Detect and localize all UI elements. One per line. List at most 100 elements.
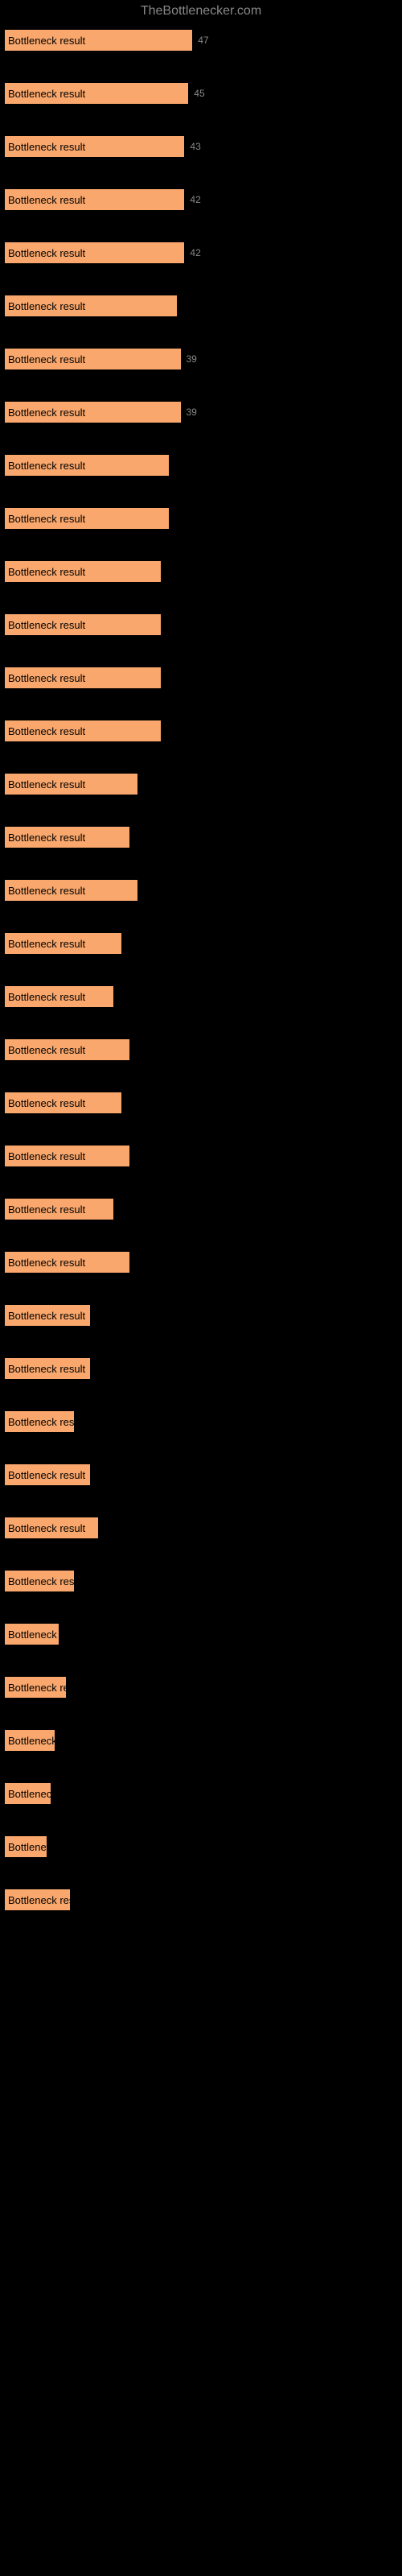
- bar-row: Bottleneck result: [4, 826, 398, 848]
- bar[interactable]: Bottleneck result: [4, 1517, 99, 1539]
- bar-text: Bottleneck result: [8, 1788, 51, 1800]
- bar-text: Bottleneck result: [8, 1363, 85, 1375]
- bar-row: Bottleneck result: [4, 720, 398, 742]
- bar-row: Bottleneck result: [4, 1729, 398, 1752]
- bar[interactable]: Bottleneck result: [4, 188, 185, 211]
- bar[interactable]: Bottleneck result: [4, 1623, 59, 1645]
- bar-text: Bottleneck result: [8, 619, 85, 631]
- bar-text: Bottleneck result: [8, 1310, 85, 1322]
- bar[interactable]: Bottleneck result: [4, 1304, 91, 1327]
- bar-text: Bottleneck result: [8, 1044, 85, 1056]
- page-header: TheBottlenecker.com: [0, 0, 402, 27]
- bar-text: Bottleneck result: [8, 1150, 85, 1162]
- bar-text: Bottleneck result: [8, 672, 85, 684]
- bar-row: Bottleneck result: [4, 1092, 398, 1114]
- bar[interactable]: Bottleneck result: [4, 1835, 47, 1858]
- bar-value: 45: [194, 88, 204, 99]
- bar[interactable]: Bottleneck result: [4, 613, 162, 636]
- bar[interactable]: Bottleneck result: [4, 1729, 55, 1752]
- bar-row: Bottleneck result: [4, 985, 398, 1008]
- bar-row: Bottleneck result: [4, 1623, 398, 1645]
- bar[interactable]: Bottleneck result: [4, 879, 138, 902]
- bar[interactable]: Bottleneck result: [4, 454, 170, 477]
- bar-chart: Bottleneck result47Bottleneck result45Bo…: [0, 29, 402, 1958]
- bar[interactable]: Bottleneck result: [4, 1889, 71, 1911]
- bar-wrapper: Bottleneck result: [4, 1304, 398, 1327]
- bar-wrapper: Bottleneck result: [4, 507, 398, 530]
- bar-wrapper: Bottleneck result: [4, 1198, 398, 1220]
- bar-wrapper: Bottleneck result: [4, 1835, 398, 1858]
- bar-text: Bottleneck result: [8, 938, 85, 950]
- bar-text: Bottleneck result: [8, 513, 85, 525]
- bar[interactable]: Bottleneck result: [4, 1251, 130, 1274]
- bar-wrapper: Bottleneck result: [4, 1676, 398, 1699]
- bar[interactable]: Bottleneck result: [4, 1198, 114, 1220]
- bar[interactable]: Bottleneck result: [4, 29, 193, 52]
- bar[interactable]: Bottleneck result: [4, 932, 122, 955]
- bar[interactable]: Bottleneck result: [4, 1357, 91, 1380]
- bar-row: Bottleneck result: [4, 1145, 398, 1167]
- bar-wrapper: Bottleneck result: [4, 1092, 398, 1114]
- bar[interactable]: Bottleneck result: [4, 826, 130, 848]
- bar-row: Bottleneck result 43: [4, 135, 398, 158]
- bar-text: Bottleneck result: [8, 300, 85, 312]
- bar[interactable]: Bottleneck result: [4, 1038, 130, 1061]
- bar-text: Bottleneck result: [8, 194, 85, 206]
- bar-text: Bottleneck result: [8, 725, 85, 737]
- bar-wrapper: Bottleneck result: [4, 932, 398, 955]
- bar-value: 43: [190, 141, 200, 152]
- bar-row: Bottleneck result42: [4, 242, 398, 264]
- bar-wrapper: Bottleneck result: [4, 1570, 398, 1592]
- bar-row: Bottleneck result: [4, 932, 398, 955]
- bar[interactable]: Bottleneck result: [4, 348, 182, 370]
- bar-row: Bottleneck result: [4, 507, 398, 530]
- bar-text: Bottleneck result: [8, 353, 85, 365]
- bar-text: Bottleneck result: [8, 460, 85, 472]
- bar-text: Bottleneck result: [8, 1522, 85, 1534]
- bar[interactable]: Bottleneck result: [4, 242, 185, 264]
- bar-wrapper: Bottleneck result: [4, 985, 398, 1008]
- bar-text: Bottleneck result: [8, 35, 85, 47]
- bar[interactable]: Bottleneck result: [4, 135, 185, 158]
- bar-wrapper: Bottleneck result: [4, 1038, 398, 1061]
- bar[interactable]: Bottleneck result: [4, 1463, 91, 1486]
- bar[interactable]: Bottleneck result: [4, 1410, 75, 1433]
- bar[interactable]: Bottleneck result: [4, 1782, 51, 1805]
- bar[interactable]: Bottleneck result: [4, 985, 114, 1008]
- bar-row: Bottleneck result: [4, 879, 398, 902]
- bar[interactable]: Bottleneck result: [4, 1676, 67, 1699]
- bar-row: Bottleneck result: [4, 1463, 398, 1486]
- bar[interactable]: Bottleneck result: [4, 773, 138, 795]
- bar-row: Bottleneck result: [4, 1889, 398, 1911]
- bar[interactable]: Bottleneck result: [4, 1092, 122, 1114]
- bar-text: Bottleneck result: [8, 832, 85, 844]
- bar[interactable]: Bottleneck result: [4, 1145, 130, 1167]
- bar-row: Bottleneck result: [4, 1304, 398, 1327]
- bar-row: Bottleneck result: [4, 560, 398, 583]
- bar[interactable]: Bottleneck result: [4, 507, 170, 530]
- bar-text: Bottleneck result: [8, 1097, 85, 1109]
- bar-wrapper: Bottleneck result 43: [4, 135, 398, 158]
- bar-value: 39: [187, 407, 197, 418]
- bar-row: Bottleneck result: [4, 1782, 398, 1805]
- bar-wrapper: Bottleneck result42: [4, 188, 398, 211]
- bar-wrapper: Bottleneck result: [4, 1517, 398, 1539]
- bar-row: Bottleneck result: [4, 1570, 398, 1592]
- bar-text: Bottleneck result: [8, 1203, 85, 1216]
- bar[interactable]: Bottleneck result: [4, 560, 162, 583]
- bar-value: 39: [187, 353, 197, 365]
- bar[interactable]: Bottleneck result: [4, 720, 162, 742]
- bar-wrapper: Bottleneck result: [4, 773, 398, 795]
- bar-text: Bottleneck result: [8, 1841, 47, 1853]
- bar-wrapper: Bottleneck result: [4, 1729, 398, 1752]
- bar-wrapper: Bottleneck result: [4, 1463, 398, 1486]
- bar[interactable]: Bottleneck result: [4, 1570, 75, 1592]
- bar-wrapper: Bottleneck result: [4, 1889, 398, 1911]
- bar-text: Bottleneck result: [8, 991, 85, 1003]
- bar[interactable]: Bottleneck result: [4, 667, 162, 689]
- bar-text: Bottleneck result: [8, 566, 85, 578]
- bar[interactable]: Bottleneck result: [4, 295, 178, 317]
- bar[interactable]: Bottleneck result: [4, 82, 189, 105]
- bar[interactable]: Bottleneck result: [4, 401, 182, 423]
- bar-wrapper: Bottleneck result: [4, 667, 398, 689]
